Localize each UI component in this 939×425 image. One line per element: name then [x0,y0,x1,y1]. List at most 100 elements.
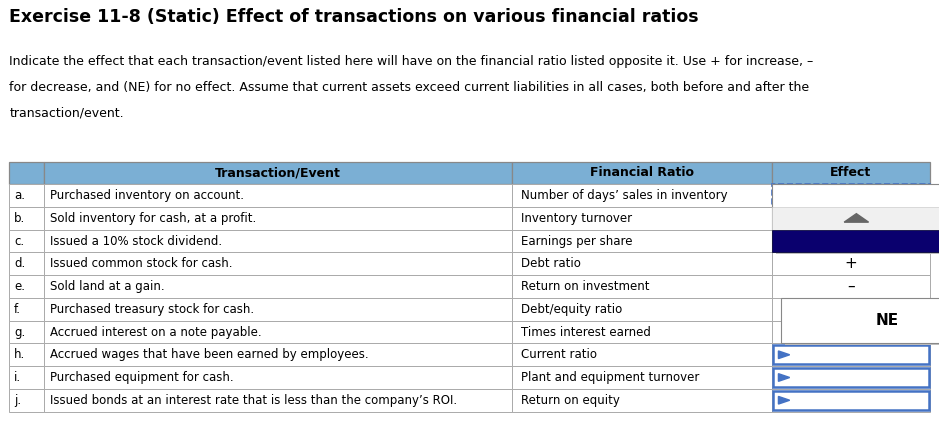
Bar [772,230,930,252]
Bar [772,298,930,321]
Bar [512,162,772,184]
Polygon shape [911,193,924,198]
Text: e.: e. [14,280,25,293]
Bar [44,275,512,298]
Text: Sold land at a gain.: Sold land at a gain. [50,280,164,293]
Text: Accrued interest on a note payable.: Accrued interest on a note payable. [50,326,261,339]
Bar [512,184,772,207]
Bar [512,389,772,411]
Bar [772,320,930,343]
Bar [44,162,512,184]
Bar [772,230,939,252]
Text: Sold inventory for cash, at a profit.: Sold inventory for cash, at a profit. [50,212,256,225]
Text: for decrease, and (NE) for no effect. Assume that current assets exceed current : for decrease, and (NE) for no effect. As… [9,81,809,94]
Text: c.: c. [14,235,24,248]
Text: Debt ratio: Debt ratio [521,257,581,270]
Text: –: – [847,279,854,294]
Text: d.: d. [14,257,25,270]
Text: Purchased equipment for cash.: Purchased equipment for cash. [50,371,234,384]
Polygon shape [844,214,869,222]
Bar [9,275,44,298]
Bar [773,368,929,387]
Bar [44,298,512,321]
Bar [44,184,512,207]
Bar [785,300,939,345]
Bar [44,389,512,411]
Bar [772,230,930,252]
Bar [781,298,939,343]
Bar [9,230,44,252]
Text: Issued bonds at an interest rate that is less than the company’s ROI.: Issued bonds at an interest rate that is… [50,394,457,407]
Bar [9,343,44,366]
Text: h.: h. [14,348,25,361]
Polygon shape [778,351,790,359]
Text: NE: NE [876,313,899,328]
Text: Current ratio: Current ratio [521,348,597,361]
Bar [512,252,772,275]
Bar [773,391,929,410]
Text: Inventory turnover: Inventory turnover [521,212,632,225]
Bar [9,252,44,275]
Text: Effect: Effect [830,166,871,179]
Text: Plant and equipment turnover: Plant and equipment turnover [521,371,700,384]
Text: i.: i. [14,371,22,384]
Bar [772,275,930,298]
Polygon shape [778,397,790,404]
Bar [9,162,44,184]
Bar [44,343,512,366]
Text: Issued common stock for cash.: Issued common stock for cash. [50,257,232,270]
Bar [9,366,44,389]
Bar [772,184,930,207]
Text: +: + [844,256,857,271]
Bar [512,366,772,389]
Bar [772,389,930,411]
Text: j.: j. [14,394,22,407]
Bar [512,343,772,366]
Text: Accrued wages that have been earned by employees.: Accrued wages that have been earned by e… [50,348,368,361]
Bar [772,252,930,275]
Bar [772,207,930,230]
Text: Issued a 10% stock dividend.: Issued a 10% stock dividend. [50,235,222,248]
Text: Number of days’ sales in inventory: Number of days’ sales in inventory [521,189,728,202]
Text: Exercise 11-8 (Static) Effect of transactions on various financial ratios: Exercise 11-8 (Static) Effect of transac… [9,8,699,26]
Bar [512,298,772,321]
Text: Times interest earned: Times interest earned [521,326,651,339]
Bar [773,345,929,364]
Bar [512,320,772,343]
Bar [9,389,44,411]
Bar [512,207,772,230]
Text: Indicate the effect that each transaction/event listed here will have on the fin: Indicate the effect that each transactio… [9,55,813,68]
Text: Return on equity: Return on equity [521,394,620,407]
Text: Purchased treasury stock for cash.: Purchased treasury stock for cash. [50,303,254,316]
Polygon shape [778,374,790,381]
Bar [9,207,44,230]
Bar [772,207,939,230]
Bar [776,186,939,254]
Bar [9,298,44,321]
Text: Transaction/Event: Transaction/Event [215,166,341,179]
Bar [512,230,772,252]
Bar [44,320,512,343]
Text: Earnings per share: Earnings per share [521,235,633,248]
Text: f.: f. [14,303,21,316]
Bar [44,252,512,275]
Bar [44,230,512,252]
Bar [772,184,939,252]
Text: a.: a. [14,189,25,202]
Bar [44,366,512,389]
Bar [772,162,930,184]
Bar [772,343,930,366]
Bar [772,184,930,207]
Text: Financial Ratio: Financial Ratio [590,166,694,179]
Bar [9,320,44,343]
Bar [9,184,44,207]
Text: Debt/equity ratio: Debt/equity ratio [521,303,623,316]
Text: g.: g. [14,326,25,339]
Bar [772,366,930,389]
Text: Purchased inventory on account.: Purchased inventory on account. [50,189,244,202]
Bar [512,275,772,298]
Text: b.: b. [14,212,25,225]
Text: Return on investment: Return on investment [521,280,650,293]
Text: transaction/event.: transaction/event. [9,106,124,119]
Bar [44,207,512,230]
